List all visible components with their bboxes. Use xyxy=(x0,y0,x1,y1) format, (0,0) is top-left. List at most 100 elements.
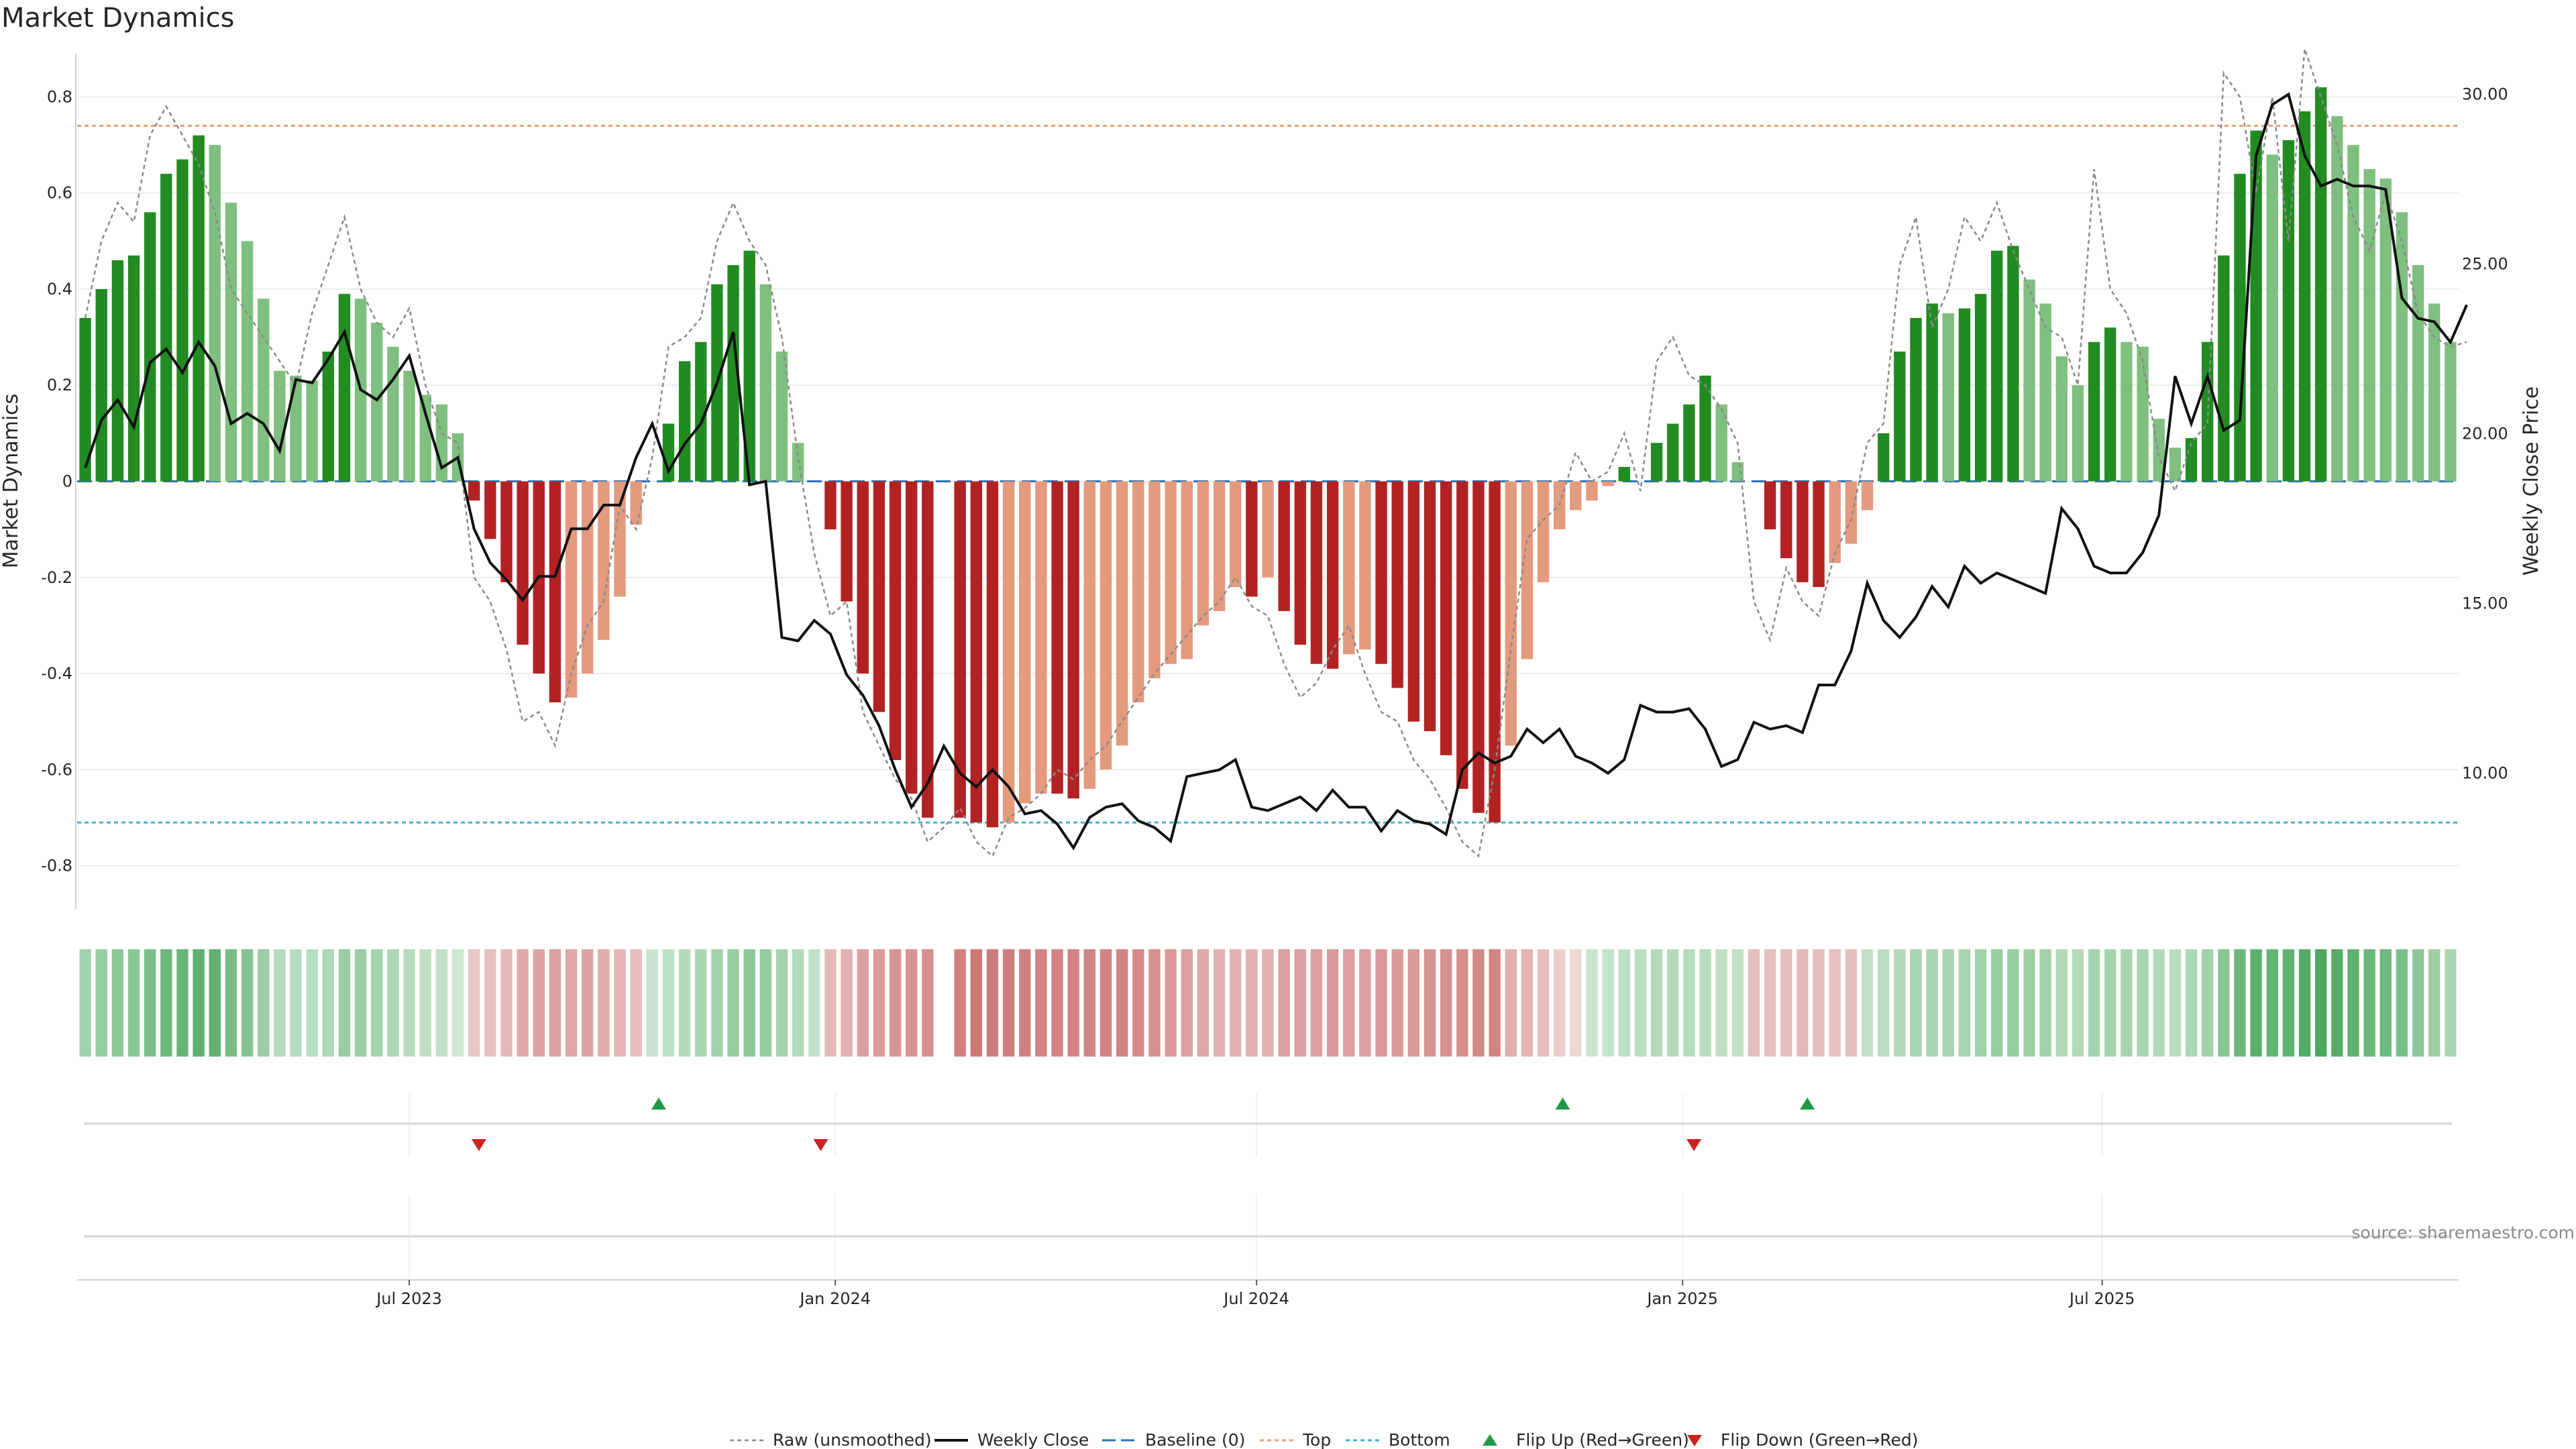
bar xyxy=(403,370,415,482)
bar xyxy=(1148,481,1161,679)
heat-cell xyxy=(1440,949,1452,1057)
heat-cell xyxy=(711,949,723,1057)
bar xyxy=(2234,174,2246,482)
bar xyxy=(1181,481,1193,659)
bar xyxy=(1472,481,1485,813)
flip-up-marker xyxy=(1555,1097,1570,1110)
heat-cell xyxy=(922,949,934,1057)
y-tick-label: 0 xyxy=(62,472,72,491)
bar xyxy=(241,241,254,482)
heat-cell xyxy=(176,949,189,1057)
bar-series xyxy=(79,87,2457,828)
bar xyxy=(841,481,853,602)
bar xyxy=(225,203,237,482)
bar xyxy=(2266,154,2278,482)
heat-cell xyxy=(1456,949,1468,1057)
bar xyxy=(2023,279,2035,482)
bar xyxy=(306,380,318,482)
legend-label: Bottom xyxy=(1389,1430,1450,1449)
heat-cell xyxy=(565,949,578,1057)
bar xyxy=(1780,481,1792,559)
bar xyxy=(2282,140,2295,482)
heat-cell xyxy=(338,949,351,1057)
bar xyxy=(2331,116,2343,482)
heat-cell xyxy=(1489,949,1501,1057)
heat-cell xyxy=(517,949,529,1057)
bar xyxy=(565,481,578,698)
bar xyxy=(1570,481,1582,511)
heat-cell xyxy=(614,949,626,1057)
bar xyxy=(1326,481,1339,669)
x-tick-label: Jul 2024 xyxy=(1222,1289,1289,1308)
bar xyxy=(1375,481,1387,664)
bar xyxy=(517,481,529,645)
bar xyxy=(1991,250,2003,482)
source-note: source: sharemaestro.com xyxy=(2352,1223,2575,1242)
bar xyxy=(1942,313,1954,482)
heat-cell xyxy=(759,949,772,1057)
legend-item-top: Top xyxy=(1260,1430,1331,1449)
bar xyxy=(743,250,755,482)
heat-cell xyxy=(2363,949,2375,1057)
heat-cell xyxy=(290,949,302,1057)
bar xyxy=(160,174,172,482)
heat-cell xyxy=(1359,949,1371,1057)
bar xyxy=(1019,481,1031,804)
heat-cell xyxy=(2396,949,2408,1057)
heat-cell xyxy=(79,949,91,1057)
bar xyxy=(2169,447,2182,482)
heat-cell xyxy=(1699,949,1711,1057)
heat-cell xyxy=(2266,949,2278,1057)
bar xyxy=(2298,111,2311,482)
bar xyxy=(2153,419,2165,482)
bar xyxy=(986,481,999,828)
heat-cell xyxy=(1132,949,1144,1057)
bar xyxy=(1650,443,1663,482)
heat-cell xyxy=(1974,949,1987,1057)
legend-label: Weekly Close xyxy=(977,1430,1089,1449)
bar xyxy=(1521,481,1534,659)
heat-cell xyxy=(2347,949,2359,1057)
heat-cell xyxy=(1375,949,1387,1057)
heat-cell xyxy=(1650,949,1663,1057)
heat-cell xyxy=(775,949,788,1057)
heat-cell xyxy=(2072,949,2084,1057)
bar xyxy=(274,370,286,482)
bar xyxy=(2363,168,2375,482)
heat-cell xyxy=(435,949,448,1057)
bar xyxy=(2396,212,2408,482)
heat-cell xyxy=(598,949,610,1057)
heat-cell xyxy=(970,949,982,1057)
weekly-close-line xyxy=(84,92,2468,851)
heat-cell xyxy=(646,949,659,1057)
bar xyxy=(873,481,885,712)
bar xyxy=(2315,87,2327,482)
heat-cell xyxy=(95,949,107,1057)
heat-cell xyxy=(1667,949,1679,1057)
heat-cell xyxy=(1035,949,1047,1057)
heat-cell xyxy=(160,949,172,1057)
heat-cell xyxy=(127,949,140,1057)
bar xyxy=(1197,481,1210,626)
heat-cell xyxy=(241,949,254,1057)
bar xyxy=(1262,481,1274,578)
heat-cell xyxy=(1845,949,1858,1057)
heat-cell xyxy=(2250,949,2262,1057)
legend-symbol-flip-down xyxy=(1687,1435,1702,1446)
heat-cell xyxy=(2282,949,2295,1057)
heat-cell xyxy=(630,949,642,1057)
bar xyxy=(1440,481,1452,755)
heat-cell xyxy=(2137,949,2149,1057)
heat-cell xyxy=(873,949,885,1057)
heat-cell xyxy=(1829,949,1841,1057)
legend-item-bottom: Bottom xyxy=(1346,1430,1450,1449)
heat-cell xyxy=(2412,949,2424,1057)
heat-cell xyxy=(549,949,561,1057)
heat-cell xyxy=(371,949,383,1057)
bar xyxy=(322,352,335,482)
heat-cell xyxy=(1002,949,1015,1057)
heat-cell xyxy=(906,949,918,1057)
y-tick-label: 0.4 xyxy=(47,280,72,299)
y-tick-label: -0.8 xyxy=(41,857,72,875)
